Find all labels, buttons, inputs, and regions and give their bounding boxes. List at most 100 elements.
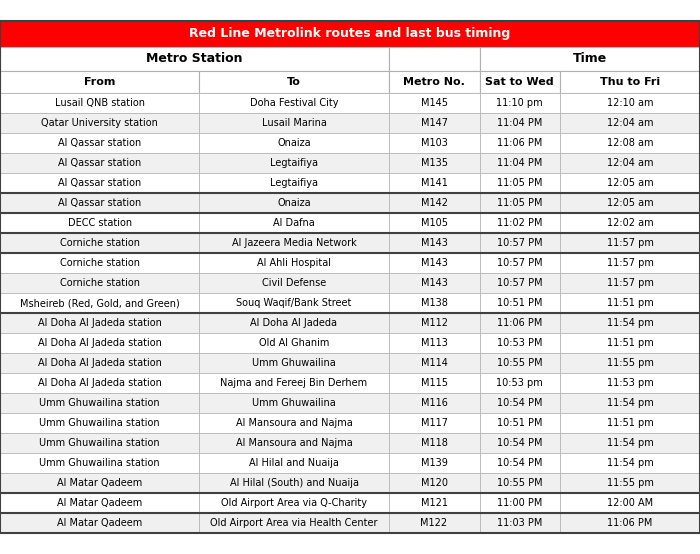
Bar	[480, 453, 560, 473]
Text: M135: M135	[421, 158, 447, 168]
Bar	[0, 393, 199, 413]
Text: Umm Ghuwailina station: Umm Ghuwailina station	[39, 458, 160, 468]
Text: 10:51 PM: 10:51 PM	[497, 298, 542, 308]
Text: 11:03 PM: 11:03 PM	[497, 518, 542, 528]
Bar	[389, 453, 480, 473]
Text: To: To	[287, 77, 301, 87]
Text: 11:51 pm: 11:51 pm	[607, 418, 653, 428]
Bar	[560, 273, 700, 293]
Bar	[199, 113, 388, 133]
Bar	[0, 193, 199, 213]
Text: Old Airport Area via Health Center: Old Airport Area via Health Center	[210, 518, 378, 528]
Bar	[480, 71, 560, 93]
Text: Al Doha Al Jadeda: Al Doha Al Jadeda	[251, 318, 337, 328]
Bar	[199, 293, 388, 313]
Bar	[0, 293, 199, 313]
Text: Civil Defense: Civil Defense	[262, 278, 326, 288]
Bar	[0, 133, 199, 153]
Text: 11:04 PM: 11:04 PM	[497, 158, 542, 168]
Bar	[0, 433, 199, 453]
Text: Legtaifiya: Legtaifiya	[270, 158, 318, 168]
Text: Al Qassar station: Al Qassar station	[58, 138, 141, 148]
Text: M139: M139	[421, 458, 447, 468]
Text: 11:54 pm: 11:54 pm	[607, 398, 653, 408]
Text: 11:54 pm: 11:54 pm	[607, 438, 653, 448]
Text: 10:57 PM: 10:57 PM	[497, 238, 542, 248]
Text: 11:05 PM: 11:05 PM	[497, 178, 542, 188]
Text: Souq Waqif/Bank Street: Souq Waqif/Bank Street	[237, 298, 351, 308]
Text: 12:10 am: 12:10 am	[607, 98, 653, 108]
Text: Sat to Wed: Sat to Wed	[485, 77, 554, 87]
Text: 10:57 PM: 10:57 PM	[497, 278, 542, 288]
Bar	[560, 333, 700, 353]
Bar	[389, 313, 480, 333]
Text: Metro No.: Metro No.	[403, 77, 465, 87]
Bar	[480, 293, 560, 313]
Text: Al Doha Al Jadeda station: Al Doha Al Jadeda station	[38, 378, 162, 388]
Bar	[199, 353, 388, 373]
Bar	[480, 433, 560, 453]
Bar	[0, 213, 199, 233]
Text: Al Doha Al Jadeda station: Al Doha Al Jadeda station	[38, 318, 162, 328]
Bar	[199, 273, 388, 293]
Text: 11:55 pm: 11:55 pm	[607, 478, 653, 488]
Text: M143: M143	[421, 278, 447, 288]
Text: Onaiza: Onaiza	[277, 198, 311, 208]
Bar	[480, 113, 560, 133]
Text: Umm Ghuwailina station: Umm Ghuwailina station	[39, 418, 160, 428]
Bar	[0, 21, 700, 47]
Text: Al Qassar station: Al Qassar station	[58, 158, 141, 168]
Text: 11:06 PM: 11:06 PM	[608, 518, 652, 528]
Text: 11:57 pm: 11:57 pm	[607, 278, 653, 288]
Bar	[480, 333, 560, 353]
Text: Al Jazeera Media Network: Al Jazeera Media Network	[232, 238, 356, 248]
Text: 11:02 PM: 11:02 PM	[497, 218, 542, 228]
Bar	[389, 71, 480, 93]
Bar	[389, 353, 480, 373]
Text: Al Mansoura and Najma: Al Mansoura and Najma	[236, 418, 352, 428]
Bar	[560, 453, 700, 473]
Bar	[389, 513, 480, 533]
Bar	[560, 133, 700, 153]
Bar	[480, 393, 560, 413]
Bar	[480, 213, 560, 233]
Text: 11:51 pm: 11:51 pm	[607, 298, 653, 308]
Bar	[389, 93, 480, 113]
Bar	[199, 233, 388, 253]
Text: 11:57 pm: 11:57 pm	[607, 258, 653, 268]
Bar	[199, 213, 388, 233]
Text: 11:57 pm: 11:57 pm	[607, 238, 653, 248]
Text: Doha Festival City: Doha Festival City	[250, 98, 338, 108]
Text: 10:53 pm: 10:53 pm	[496, 378, 543, 388]
Bar	[389, 213, 480, 233]
Bar	[480, 153, 560, 173]
Bar	[480, 413, 560, 433]
Text: 12:04 am: 12:04 am	[607, 118, 653, 128]
Text: 10:55 PM: 10:55 PM	[497, 358, 542, 368]
Text: Legtaifiya: Legtaifiya	[270, 178, 318, 188]
Bar	[560, 233, 700, 253]
Bar	[389, 233, 480, 253]
Bar	[560, 493, 700, 513]
Bar	[199, 493, 388, 513]
Bar	[199, 333, 388, 353]
Text: From: From	[84, 77, 116, 87]
Bar	[199, 133, 388, 153]
Text: M113: M113	[421, 338, 447, 348]
Text: Onaiza: Onaiza	[277, 138, 311, 148]
Bar	[389, 493, 480, 513]
Bar	[389, 433, 480, 453]
Bar	[0, 353, 199, 373]
Text: 11:06 PM: 11:06 PM	[497, 138, 542, 148]
Bar	[480, 233, 560, 253]
Text: M145: M145	[421, 98, 447, 108]
Bar	[0, 113, 199, 133]
Bar	[560, 353, 700, 373]
Bar	[480, 313, 560, 333]
Bar	[480, 513, 560, 533]
Bar	[480, 373, 560, 393]
Text: 10:54 PM: 10:54 PM	[497, 398, 542, 408]
Bar	[0, 71, 199, 93]
Text: 11:54 pm: 11:54 pm	[607, 318, 653, 328]
Bar	[480, 133, 560, 153]
